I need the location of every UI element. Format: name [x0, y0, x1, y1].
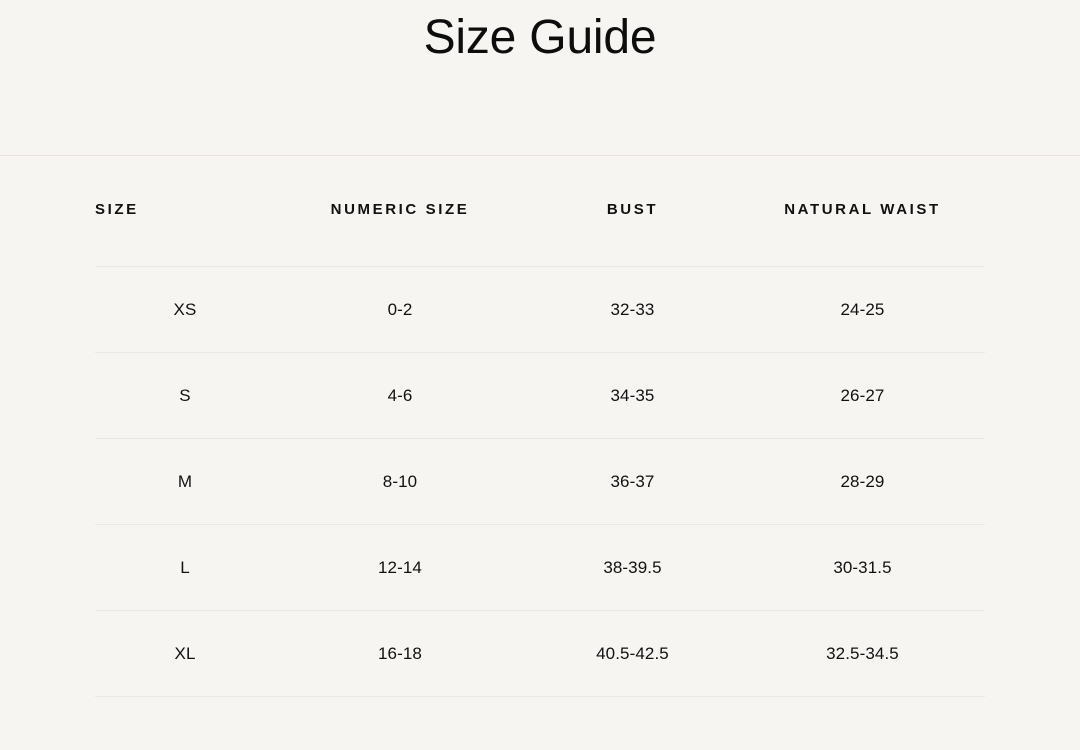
table-row: M 8-10 36-37 28-29 [95, 438, 985, 525]
cell-natural-waist: 32.5-34.5 [740, 610, 985, 697]
column-header-natural-waist: NATURAL WAIST [740, 156, 985, 267]
table-row: XL 16-18 40.5-42.5 32.5-34.5 [95, 610, 985, 697]
cell-size: L [95, 524, 275, 611]
cell-natural-waist: 26-27 [740, 352, 985, 439]
cell-size: S [95, 352, 275, 439]
cell-size: XL [95, 610, 275, 697]
cell-numeric-size: 12-14 [275, 524, 525, 611]
cell-bust: 38-39.5 [525, 524, 740, 611]
cell-bust: 34-35 [525, 352, 740, 439]
table-row: S 4-6 34-35 26-27 [95, 352, 985, 439]
table-header-row-group: SIZE NUMERIC SIZE BUST NATURAL WAIST [95, 156, 985, 267]
header-divider [0, 155, 1080, 156]
table-row: L 12-14 38-39.5 30-31.5 [95, 524, 985, 611]
table-header-row: SIZE NUMERIC SIZE BUST NATURAL WAIST [95, 156, 985, 267]
cell-numeric-size: 16-18 [275, 610, 525, 697]
cell-natural-waist: 28-29 [740, 438, 985, 525]
cell-bust: 40.5-42.5 [525, 610, 740, 697]
table-row: XS 0-2 32-33 24-25 [95, 266, 985, 353]
cell-size: XS [95, 266, 275, 353]
cell-natural-waist: 30-31.5 [740, 524, 985, 611]
column-header-bust: BUST [525, 156, 740, 267]
cell-natural-waist: 24-25 [740, 266, 985, 353]
table-body: XS 0-2 32-33 24-25 S 4-6 34-35 26-27 M 8… [95, 266, 985, 697]
size-table-container: SIZE NUMERIC SIZE BUST NATURAL WAIST XS … [0, 156, 1080, 697]
cell-size: M [95, 438, 275, 525]
page-title: Size Guide [423, 11, 657, 64]
page-header: Size Guide [0, 0, 1080, 155]
cell-bust: 36-37 [525, 438, 740, 525]
size-guide-table: SIZE NUMERIC SIZE BUST NATURAL WAIST XS … [95, 156, 985, 697]
column-header-numeric-size: NUMERIC SIZE [275, 156, 525, 267]
cell-numeric-size: 4-6 [275, 352, 525, 439]
cell-numeric-size: 0-2 [275, 266, 525, 353]
column-header-size: SIZE [95, 156, 275, 267]
cell-numeric-size: 8-10 [275, 438, 525, 525]
cell-bust: 32-33 [525, 266, 740, 353]
